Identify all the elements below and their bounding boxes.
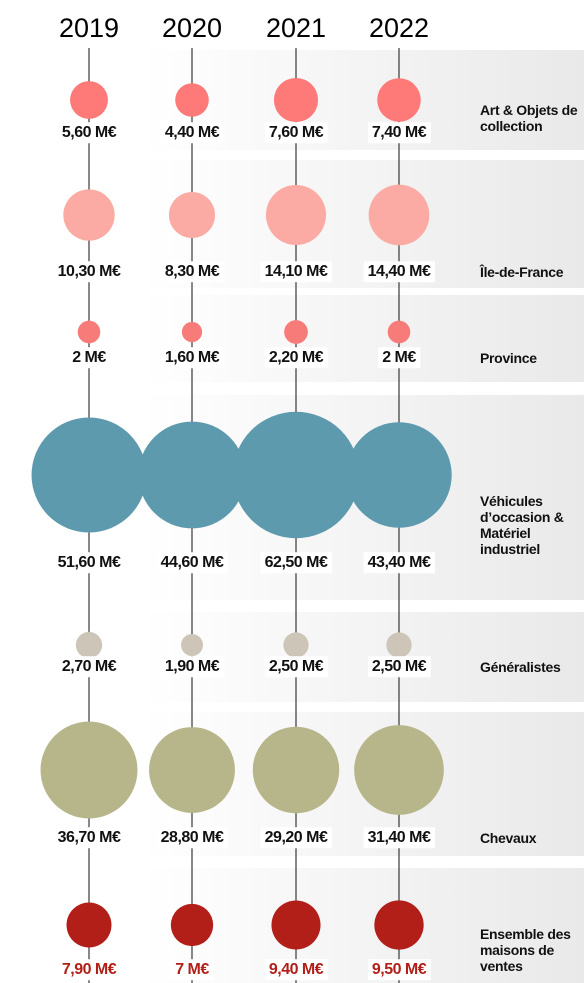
value-label-bg	[367, 959, 431, 981]
value-label: 10,30 M€	[58, 263, 121, 280]
value-label-bg	[57, 656, 121, 678]
value-label: 7,90 M€	[62, 961, 117, 978]
value-label-bg	[57, 959, 121, 981]
value-label: 44,60 M€	[161, 554, 224, 571]
bubble	[273, 77, 319, 123]
bubble	[75, 631, 103, 659]
value-label-bg	[171, 959, 214, 981]
year-label: 2021	[266, 13, 326, 43]
value-label: 28,80 M€	[161, 829, 224, 846]
bubble	[170, 903, 214, 947]
value-label: 8,30 M€	[165, 263, 220, 280]
value-label-bg	[367, 656, 431, 678]
value-label: 9,50 M€	[372, 961, 427, 978]
value-label: 2,50 M€	[269, 658, 324, 675]
value-label-bg	[378, 347, 421, 369]
value-label: 31,40 M€	[368, 829, 431, 846]
value-label: 43,40 M€	[368, 554, 431, 571]
bubble	[180, 633, 204, 657]
value-label-bg	[53, 261, 125, 283]
value-label: 2,70 M€	[62, 658, 117, 675]
value-label: 5,60 M€	[62, 124, 117, 141]
value-label-bg	[367, 122, 431, 144]
value-label: 62,50 M€	[265, 554, 328, 571]
bubble	[175, 83, 209, 117]
bubble	[40, 721, 138, 819]
value-label-bg	[260, 261, 332, 283]
bubble	[387, 320, 411, 344]
bubble	[386, 632, 412, 658]
row-band	[140, 868, 584, 983]
value-label-bg	[264, 122, 328, 144]
row-name: Province	[480, 350, 537, 366]
year-label: 2019	[59, 13, 119, 43]
value-label-bg	[363, 261, 435, 283]
bubble	[70, 81, 108, 119]
value-label-bg	[260, 552, 332, 574]
value-label-bg	[68, 347, 111, 369]
value-label-bg	[53, 552, 125, 574]
bubble	[265, 184, 327, 246]
bubble	[168, 191, 216, 239]
value-label: 4,40 M€	[165, 124, 220, 141]
value-label-bg	[160, 261, 224, 283]
value-label-bg	[363, 552, 435, 574]
bubble	[63, 189, 115, 241]
row-name: Ensemble des maisons de ventes	[480, 926, 571, 974]
value-label-bg	[264, 959, 328, 981]
value-label: 7,60 M€	[269, 124, 324, 141]
bubble	[377, 78, 421, 122]
value-label: 14,40 M€	[368, 263, 431, 280]
year-label: 2020	[162, 13, 222, 43]
year-label: 2022	[369, 13, 429, 43]
value-label: 36,70 M€	[58, 829, 121, 846]
value-label-bg	[260, 827, 332, 849]
bubble	[354, 725, 444, 815]
row-name: Chevaux	[480, 830, 537, 846]
value-label: 7 M€	[175, 961, 209, 978]
value-label: 9,40 M€	[269, 961, 324, 978]
value-label: 2,50 M€	[372, 658, 427, 675]
bubble	[181, 321, 203, 343]
row-name: Île-de-France	[480, 264, 564, 280]
value-label-bg	[264, 656, 328, 678]
row-band	[140, 295, 584, 382]
bubble	[346, 422, 452, 528]
bubble	[66, 902, 112, 948]
value-label-bg	[363, 827, 435, 849]
bubble	[149, 727, 235, 813]
bubble	[138, 421, 246, 529]
bubble	[374, 900, 424, 950]
value-label: 7,40 M€	[372, 124, 427, 141]
value-label: 1,90 M€	[165, 658, 220, 675]
row-name: Généralistes	[480, 659, 561, 675]
value-label: 14,10 M€	[265, 263, 328, 280]
value-label-bg	[156, 827, 228, 849]
value-label: 29,20 M€	[265, 829, 328, 846]
value-label-bg	[57, 122, 121, 144]
row-name: Véhicules d’occasion & Matériel industri…	[480, 493, 564, 557]
value-label-bg	[53, 827, 125, 849]
value-label: 51,60 M€	[58, 554, 121, 571]
bubble	[77, 320, 101, 344]
bubble	[284, 320, 308, 344]
bubble	[271, 900, 321, 950]
value-label-bg	[264, 347, 328, 369]
bubble	[252, 726, 340, 814]
bubble	[283, 632, 309, 658]
value-label: 2,20 M€	[269, 349, 324, 366]
bubble	[31, 417, 147, 533]
bubble	[368, 184, 430, 246]
bubble	[232, 411, 360, 539]
row-name: Art & Objets de collection	[480, 102, 578, 134]
value-label: 2 M€	[382, 349, 416, 366]
value-label-bg	[160, 656, 224, 678]
value-label: 1,60 M€	[165, 349, 220, 366]
value-label-bg	[160, 122, 224, 144]
value-label-bg	[156, 552, 228, 574]
value-label-bg	[160, 347, 224, 369]
value-label: 2 M€	[72, 349, 106, 366]
